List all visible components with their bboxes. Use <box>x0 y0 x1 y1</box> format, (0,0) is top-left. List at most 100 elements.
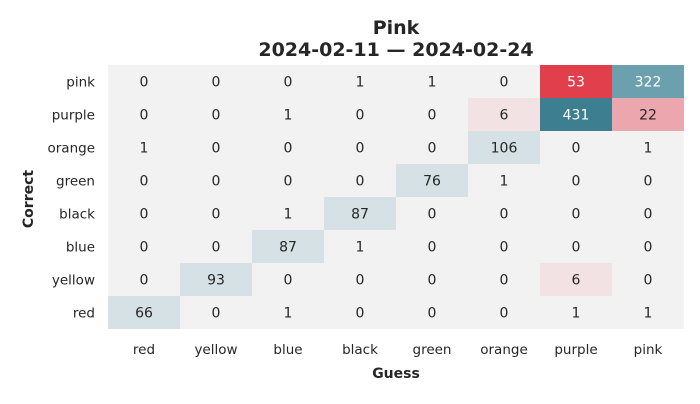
cell-value-label: 1 <box>572 306 581 322</box>
heatmap-cell <box>612 65 684 98</box>
heatmap-cell <box>180 98 252 131</box>
cell-value-label: 1 <box>284 108 293 124</box>
heatmap-cell <box>612 263 684 296</box>
heatmap-cell <box>108 197 180 230</box>
heatmap-cell <box>324 296 396 329</box>
cell-value-label: 0 <box>140 108 149 124</box>
cell-value-label: 1 <box>644 306 653 322</box>
heatmap-cell <box>324 197 396 230</box>
cell-value-label: 0 <box>212 207 221 223</box>
cell-value-label: 1 <box>500 174 509 190</box>
heatmap-cell <box>396 65 468 98</box>
heatmap-cell <box>252 230 324 263</box>
cell-value-label: 0 <box>572 207 581 223</box>
cell-value-label: 0 <box>284 75 293 91</box>
heatmap-cell <box>612 164 684 197</box>
cell-value-label: 53 <box>567 75 585 91</box>
heatmap-cell <box>108 263 180 296</box>
cell-value-label: 0 <box>284 273 293 289</box>
cell-value-label: 0 <box>644 207 653 223</box>
cell-value-label: 76 <box>423 174 441 190</box>
cell-value-label: 6 <box>572 273 581 289</box>
cell-value-label: 0 <box>356 174 365 190</box>
cell-value-label: 0 <box>284 174 293 190</box>
heatmap-cell <box>324 230 396 263</box>
cell-value-label: 0 <box>140 174 149 190</box>
heatmap-cell <box>540 230 612 263</box>
heatmap-cell <box>396 263 468 296</box>
cell-value-label: 0 <box>284 141 293 157</box>
heatmap-cell <box>468 230 540 263</box>
heatmap-cell <box>252 263 324 296</box>
cell-value-label: 0 <box>500 306 509 322</box>
heatmap-cell <box>108 230 180 263</box>
cell-value-label: 93 <box>207 273 225 289</box>
cell-value-label: 0 <box>500 240 509 256</box>
heatmap-cell <box>468 98 540 131</box>
heatmap-cell <box>468 263 540 296</box>
cell-value-label: 322 <box>635 75 662 91</box>
x-tick-label: red <box>133 342 155 358</box>
heatmap-cell <box>324 131 396 164</box>
x-tick-label: black <box>342 342 378 358</box>
cell-value-label: 87 <box>279 240 297 256</box>
cell-value-label: 0 <box>212 174 221 190</box>
cell-value-label: 0 <box>428 306 437 322</box>
heatmap-cell <box>324 98 396 131</box>
heatmap-cell <box>108 164 180 197</box>
cell-value-label: 0 <box>212 240 221 256</box>
y-tick-label: orange <box>47 141 95 157</box>
cell-value-label: 0 <box>572 174 581 190</box>
cell-value-label: 1 <box>428 75 437 91</box>
heatmap-cell <box>540 131 612 164</box>
heatmap-cell <box>180 296 252 329</box>
cell-value-label: 0 <box>644 174 653 190</box>
cell-value-label: 0 <box>212 141 221 157</box>
heatmap-cell <box>540 197 612 230</box>
cell-value-label: 431 <box>563 108 590 124</box>
chart-subtitle: 2024-02-11 — 2024-02-24 <box>258 39 533 61</box>
heatmap-cell <box>468 197 540 230</box>
heatmap-cell <box>108 65 180 98</box>
cell-value-label: 1 <box>356 240 365 256</box>
heatmap-cell <box>252 98 324 131</box>
heatmap-cell <box>324 65 396 98</box>
cell-value-label: 0 <box>500 75 509 91</box>
heatmap-cell <box>612 98 684 131</box>
x-tick-label: pink <box>634 342 663 358</box>
y-tick-labels: pink purple orange green black blue yellow red <box>47 75 95 322</box>
cell-value-label: 0 <box>428 207 437 223</box>
cell-value-label: 0 <box>428 240 437 256</box>
heatmap-cell <box>252 131 324 164</box>
heatmap-cell <box>468 131 540 164</box>
heatmap-cell <box>180 197 252 230</box>
y-tick-label: blue <box>66 240 95 256</box>
cell-value-label: 0 <box>212 75 221 91</box>
heatmap-cell <box>468 65 540 98</box>
heatmap-cell <box>540 263 612 296</box>
cell-value-label: 0 <box>212 108 221 124</box>
x-tick-labels: red yellow blue black green orange purple pink <box>133 342 663 358</box>
cell-value-label: 0 <box>356 141 365 157</box>
y-tick-label: purple <box>52 108 95 124</box>
heatmap-cell <box>468 164 540 197</box>
cell-value-label: 0 <box>428 141 437 157</box>
y-tick-label: red <box>73 306 95 322</box>
heatmap-cell <box>252 65 324 98</box>
cell-value-label: 0 <box>356 108 365 124</box>
cell-value-label: 0 <box>644 273 653 289</box>
y-tick-label: yellow <box>52 273 95 289</box>
y-tick-label: black <box>59 207 95 223</box>
x-tick-label: green <box>413 342 452 358</box>
y-axis-label: Correct <box>21 170 37 228</box>
heatmap-cell <box>180 164 252 197</box>
x-tick-label: purple <box>554 342 597 358</box>
cell-value-label: 0 <box>644 240 653 256</box>
x-tick-label: orange <box>480 342 528 358</box>
heatmap-cell <box>108 98 180 131</box>
cell-value-label: 1 <box>644 141 653 157</box>
cell-value-label: 22 <box>639 108 657 124</box>
cell-value-label: 0 <box>140 240 149 256</box>
